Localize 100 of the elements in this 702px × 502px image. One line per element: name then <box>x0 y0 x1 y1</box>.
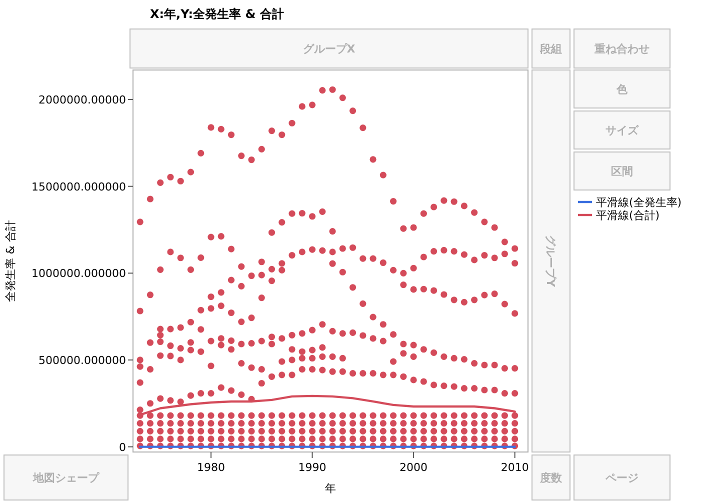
point <box>167 428 174 434</box>
point <box>268 373 276 380</box>
point <box>187 266 194 273</box>
point <box>349 108 356 114</box>
point <box>339 368 346 375</box>
point <box>157 395 164 402</box>
point <box>512 428 518 434</box>
point <box>370 428 376 434</box>
point <box>491 386 498 394</box>
point <box>208 234 214 240</box>
point <box>308 436 316 442</box>
point <box>208 428 214 434</box>
point <box>146 420 154 427</box>
x-tick-label: 1980 <box>196 461 225 474</box>
legend-label: 平滑線(合計) <box>596 209 660 222</box>
point <box>400 412 407 419</box>
point <box>370 420 376 427</box>
point <box>430 412 438 419</box>
point <box>501 390 508 397</box>
point <box>288 412 296 419</box>
point <box>471 256 478 264</box>
point <box>218 233 224 240</box>
point <box>198 436 204 442</box>
point <box>238 420 245 427</box>
point <box>157 266 164 273</box>
point <box>380 259 386 266</box>
point <box>460 412 468 419</box>
point <box>410 420 417 427</box>
point <box>440 197 448 204</box>
point <box>450 412 458 419</box>
point <box>248 156 255 164</box>
point <box>187 436 194 442</box>
point <box>501 238 508 246</box>
point <box>471 412 478 419</box>
point <box>420 210 427 217</box>
point <box>308 412 316 419</box>
point <box>420 378 427 385</box>
point <box>238 428 245 434</box>
point <box>450 420 458 427</box>
point <box>410 412 417 419</box>
point <box>440 436 448 442</box>
point <box>380 428 386 434</box>
point <box>440 246 448 254</box>
point <box>308 366 316 373</box>
point <box>329 368 336 375</box>
point <box>167 436 174 442</box>
point <box>410 264 417 272</box>
point <box>308 213 316 220</box>
point <box>491 254 498 262</box>
point <box>501 420 508 427</box>
point <box>187 168 194 176</box>
point <box>410 376 417 384</box>
point <box>146 428 154 434</box>
point <box>450 428 458 434</box>
point <box>319 428 326 434</box>
point <box>491 420 498 427</box>
point <box>238 391 245 398</box>
point <box>298 210 306 217</box>
point <box>460 436 468 442</box>
point <box>380 172 386 178</box>
point <box>339 420 346 427</box>
point <box>360 370 366 377</box>
point <box>430 382 438 388</box>
point <box>298 436 306 442</box>
point <box>248 428 255 434</box>
point <box>157 412 164 419</box>
point <box>400 270 407 276</box>
point <box>208 420 214 427</box>
point <box>298 248 306 256</box>
point <box>430 428 438 434</box>
point <box>228 412 235 419</box>
point <box>136 436 144 442</box>
point <box>349 428 356 434</box>
point <box>187 412 194 419</box>
point <box>319 436 326 442</box>
point <box>501 412 508 419</box>
point <box>512 390 518 397</box>
point <box>278 218 286 226</box>
point <box>349 412 356 419</box>
point <box>349 436 356 442</box>
point <box>349 244 356 251</box>
point <box>512 260 518 267</box>
point <box>481 386 488 394</box>
point <box>440 428 448 434</box>
point <box>268 436 276 442</box>
point <box>248 420 255 427</box>
point <box>248 412 255 419</box>
point <box>390 372 397 378</box>
y-tick-label: 0 <box>119 440 126 454</box>
point <box>278 131 286 138</box>
point <box>319 208 326 215</box>
point <box>198 428 204 434</box>
point <box>198 254 204 261</box>
point <box>501 428 508 434</box>
point <box>481 412 488 419</box>
point <box>198 150 204 156</box>
point <box>420 428 427 434</box>
point <box>512 245 518 252</box>
point <box>420 412 427 419</box>
point <box>360 412 366 419</box>
